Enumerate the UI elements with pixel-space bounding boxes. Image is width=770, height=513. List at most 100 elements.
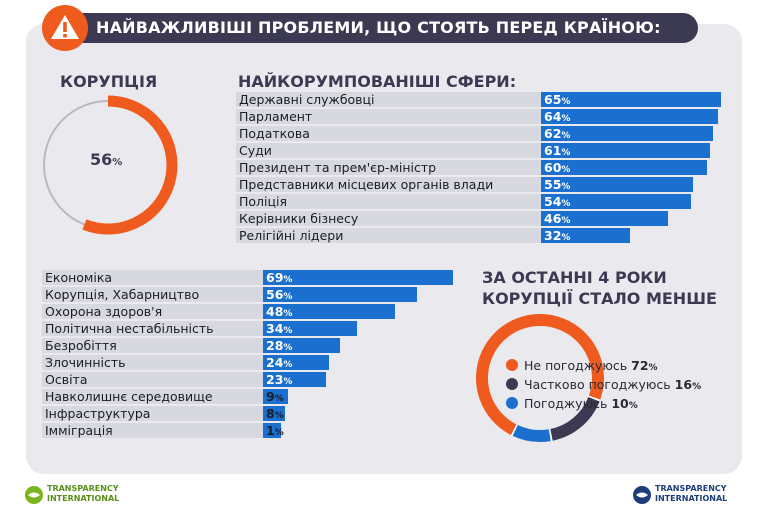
problem-label: Політична нестабільність <box>42 321 263 336</box>
page-title: НАЙВАЖЛИВІШІ ПРОБЛЕМИ, ЩО СТОЯТЬ ПЕРЕД К… <box>96 18 661 37</box>
ti-globe-icon <box>633 486 651 504</box>
sector-value: 54% <box>544 194 571 209</box>
legend-unit: % <box>692 382 702 392</box>
problem-label: Інфраструктура <box>42 406 263 421</box>
problem-row: Імміграція 1% <box>42 423 453 438</box>
problem-row: Економіка 69% <box>42 270 453 285</box>
sector-row: Державні службовці 65% <box>236 92 721 107</box>
legend-swatch <box>506 397 518 409</box>
corruption-unit: % <box>112 157 123 168</box>
problem-value: 56% <box>266 287 293 302</box>
sector-unit: % <box>561 165 571 175</box>
problem-unit: % <box>283 326 293 336</box>
sectors-heading: НАЙКОРУМПОВАНІШІ СФЕРИ: <box>238 72 517 91</box>
sector-unit: % <box>561 131 571 141</box>
sector-value: 55% <box>544 177 571 192</box>
problem-value: 23% <box>266 372 293 387</box>
logo-right: TRANSPARENCY INTERNATIONAL <box>632 482 752 508</box>
corruption-donut <box>43 95 178 235</box>
legend-value: 72 <box>631 358 649 373</box>
title-bar <box>50 13 698 43</box>
sector-unit: % <box>561 182 571 192</box>
sector-bar <box>541 92 721 107</box>
problem-unit: % <box>283 360 293 370</box>
logo-left-line2: INTERNATIONAL <box>47 494 120 503</box>
problem-bar <box>263 304 396 319</box>
sector-row: Представники місцевих органів влади 55% <box>236 177 721 192</box>
legend-value: 16 <box>674 377 693 392</box>
problem-bar <box>263 406 286 421</box>
problem-label: Безробіття <box>42 338 263 353</box>
sector-row: Президент та прем'єр-міністр 60% <box>236 160 721 175</box>
sector-label: Поліція <box>236 194 541 209</box>
problem-unit: % <box>283 275 293 285</box>
sector-value: 32% <box>544 228 571 243</box>
legend-unit: % <box>648 363 658 373</box>
problem-value: 28% <box>266 338 293 353</box>
problem-value: 48% <box>266 304 293 319</box>
problem-bar <box>263 270 453 285</box>
donut-segment-3 <box>512 424 551 442</box>
problem-label: Злочинність <box>42 355 263 370</box>
ti-globe-icon <box>25 486 43 504</box>
problem-row: Корупція, Хабарництво 56% <box>42 287 453 302</box>
problem-value: 1% <box>266 423 284 438</box>
corruption-percent: 56% <box>90 150 122 169</box>
problem-unit: % <box>283 377 293 387</box>
sector-value: 61% <box>544 143 571 158</box>
trend-heading-line2: КОРУПЦІЇ СТАЛО МЕНШЕ <box>482 289 717 308</box>
logo-right-line1: TRANSPARENCY <box>655 484 727 493</box>
legend-item: Погоджуюсь 10% <box>506 396 638 412</box>
problem-unit: % <box>274 411 284 421</box>
problem-bar <box>263 287 418 302</box>
problem-row: Навколишнє середовище 9% <box>42 389 453 404</box>
legend-label: Частково погоджуюсь <box>524 377 675 392</box>
legend-label: Не погоджуюсь <box>524 358 632 373</box>
sector-label: Релігійні лідери <box>236 228 541 243</box>
sector-row: Поліція 54% <box>236 194 721 209</box>
donut-segment-1 <box>476 314 604 436</box>
problem-value: 69% <box>266 270 293 285</box>
sector-bar <box>541 160 708 175</box>
sector-row: Суди 61% <box>236 143 721 158</box>
sector-bar <box>541 126 713 141</box>
trend-heading-line1: ЗА ОСТАННІ 4 РОКИ <box>482 268 667 287</box>
legend-item: Частково погоджуюсь 16% <box>506 377 701 393</box>
sector-value: 65% <box>544 92 571 107</box>
problem-label: Охорона здоров'я <box>42 304 263 319</box>
problem-unit: % <box>274 428 284 438</box>
sector-row: Парламент 64% <box>236 109 721 124</box>
sector-label: Парламент <box>236 109 541 124</box>
problem-row: Освіта 23% <box>42 372 453 387</box>
problem-label: Освіта <box>42 372 263 387</box>
legend-value: 10 <box>611 396 629 411</box>
legend-unit: % <box>628 401 638 411</box>
problem-value: 24% <box>266 355 293 370</box>
problem-bar <box>263 321 357 336</box>
sector-label: Податкова <box>236 126 541 141</box>
problem-bar <box>263 372 327 387</box>
problem-unit: % <box>283 292 293 302</box>
sector-value: 60% <box>544 160 571 175</box>
legend-swatch <box>506 378 518 390</box>
problem-label: Корупція, Хабарництво <box>42 287 263 302</box>
problem-unit: % <box>283 309 293 319</box>
legend-item: Не погоджуюсь 72% <box>506 358 658 374</box>
sector-bar <box>541 177 694 192</box>
problem-unit: % <box>283 343 293 353</box>
problem-row: Охорона здоров'я 48% <box>42 304 453 319</box>
logo-right-line2: INTERNATIONAL <box>655 494 728 503</box>
sector-row: Керівники бізнесу 46% <box>236 211 721 226</box>
legend-label: Погоджуюсь <box>524 396 612 411</box>
sector-label: Керівники бізнесу <box>236 211 541 226</box>
problem-label: Економіка <box>42 270 263 285</box>
sector-unit: % <box>561 199 571 209</box>
donut-segment-corruption <box>82 95 178 235</box>
logo-left: TRANSPARENCY INTERNATIONAL <box>24 482 144 508</box>
sector-value: 46% <box>544 211 571 226</box>
problem-label: Імміграція <box>42 423 263 438</box>
sector-bar <box>541 228 630 243</box>
problem-row: Політична нестабільність 34% <box>42 321 453 336</box>
corruption-value: 56 <box>90 150 113 169</box>
problem-bar <box>263 355 330 370</box>
